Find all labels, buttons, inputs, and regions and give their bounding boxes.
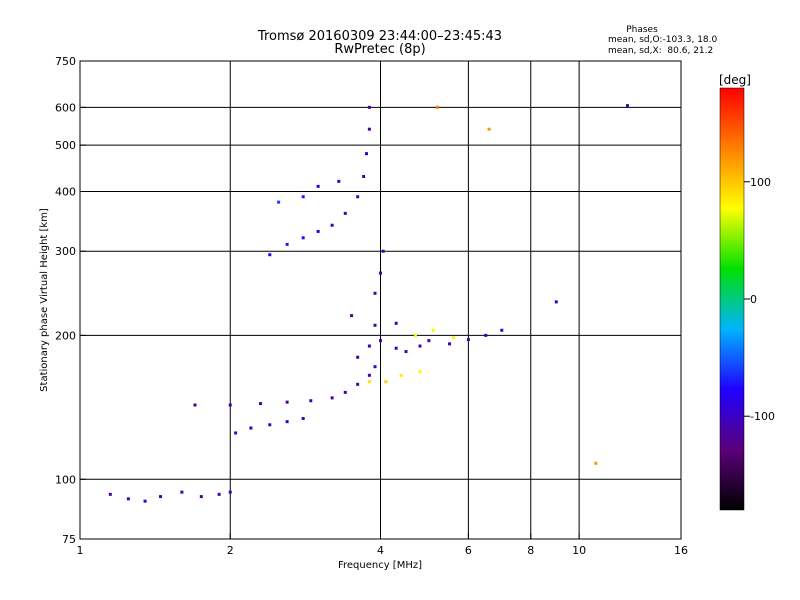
data-point <box>259 402 263 406</box>
data-point <box>356 195 360 199</box>
data-point <box>309 399 313 403</box>
data-point <box>228 403 232 407</box>
chart-subtitle: RwPretec (8p) <box>334 42 425 57</box>
data-point <box>487 127 491 131</box>
data-point <box>373 323 377 327</box>
axis-ticks: 1 2 4 6 8 10 16 75 100 200 300 400 500 600 750 <box>55 55 688 557</box>
data-point <box>384 380 388 384</box>
data-point <box>180 490 184 494</box>
data-point <box>356 355 360 359</box>
colorbar <box>719 87 745 511</box>
data-point <box>301 236 305 240</box>
data-point <box>277 200 281 204</box>
x-tick-label: 2 <box>227 544 234 557</box>
data-point <box>199 495 203 499</box>
data-point <box>217 492 221 496</box>
data-point <box>379 339 382 343</box>
data-point <box>249 426 253 430</box>
data-point <box>625 104 629 108</box>
data-point <box>301 417 305 421</box>
data-point <box>500 328 504 332</box>
data-point <box>427 339 431 343</box>
data-point <box>285 242 289 246</box>
colorbar-tick-label: 100 <box>750 176 771 189</box>
data-point <box>268 423 272 427</box>
data-point <box>343 390 347 394</box>
data-point <box>285 400 289 404</box>
data-point <box>381 249 385 253</box>
data-point <box>594 461 598 465</box>
data-point <box>365 152 369 156</box>
data-point <box>159 495 163 499</box>
data-point <box>394 321 398 325</box>
y-tick-label: 400 <box>55 185 76 198</box>
y-axis-label: Stationary phase Virtual Height [km] <box>39 208 50 392</box>
data-point <box>373 365 377 369</box>
data-point <box>413 333 417 337</box>
data-point <box>234 431 238 435</box>
data-point <box>285 420 289 424</box>
y-tick-label: 300 <box>55 245 76 258</box>
y-tick-label: 750 <box>55 55 76 68</box>
x-tick-label: 16 <box>674 544 688 557</box>
data-point <box>337 179 341 183</box>
data-point <box>418 370 422 374</box>
y-tick-label: 500 <box>55 139 76 152</box>
stats-line-o: mean, sd,O:-103.3, 18.0 <box>608 35 718 45</box>
data-point <box>343 211 347 215</box>
data-point <box>126 497 130 501</box>
y-tick-label: 200 <box>55 329 76 342</box>
data-point <box>367 127 371 131</box>
data-point <box>554 300 558 304</box>
data-point <box>466 338 470 342</box>
data-point <box>330 223 334 227</box>
colorbar-tick-label: -100 <box>750 410 775 423</box>
data-point <box>316 229 320 233</box>
y-tick-label: 75 <box>62 533 76 546</box>
data-point <box>435 105 439 109</box>
data-point <box>448 342 452 346</box>
colorbar-ticks: 100 0 -100 <box>744 176 775 423</box>
data-point <box>379 271 382 275</box>
data-point <box>399 373 403 377</box>
data-point <box>394 346 398 350</box>
data-point <box>268 253 272 257</box>
data-point <box>316 184 320 188</box>
x-tick-label: 8 <box>527 544 534 557</box>
colorbar-label: [deg] <box>719 73 751 87</box>
data-point <box>373 291 377 295</box>
data-point <box>367 344 371 348</box>
data-point <box>451 335 455 339</box>
x-tick-label: 10 <box>572 544 586 557</box>
data-point <box>228 490 232 494</box>
data-point <box>367 373 371 377</box>
x-axis-label: Frequency [MHz] <box>338 560 422 571</box>
colorbar-tick-label: 0 <box>750 293 757 306</box>
data-point <box>356 382 360 386</box>
data-point <box>484 333 488 337</box>
data-point <box>350 314 354 318</box>
stats-heading: Phases <box>626 25 658 35</box>
grid-lines <box>80 61 681 539</box>
data-point <box>367 105 371 109</box>
data-point <box>330 396 334 400</box>
data-point <box>193 403 197 407</box>
x-tick-label: 4 <box>377 544 384 557</box>
data-point <box>404 350 408 354</box>
chart-title: Tromsø 20160309 23:44:00–23:45:43 <box>257 29 502 44</box>
x-tick-label: 6 <box>465 544 472 557</box>
data-point <box>108 492 112 496</box>
y-tick-label: 600 <box>55 101 76 114</box>
data-point <box>431 328 435 332</box>
x-tick-label: 1 <box>77 544 84 557</box>
data-point <box>367 380 371 384</box>
y-tick-label: 100 <box>55 473 76 486</box>
data-point <box>301 195 305 199</box>
data-point <box>362 174 366 178</box>
data-point <box>143 499 147 503</box>
data-points <box>108 104 629 503</box>
stats-line-x: mean, sd,X: 80.6, 21.2 <box>608 46 713 56</box>
data-point <box>418 344 422 348</box>
